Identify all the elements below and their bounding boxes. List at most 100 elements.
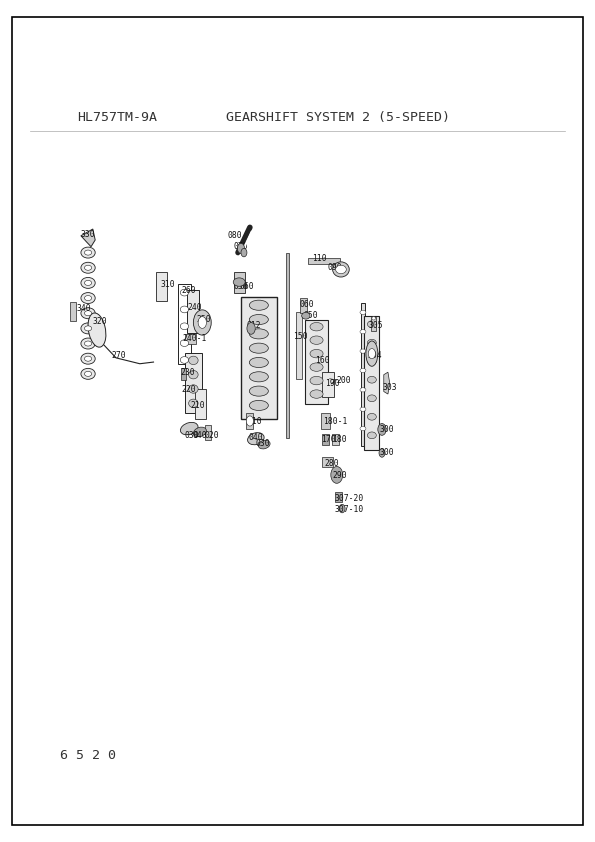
Bar	[361, 303, 365, 446]
Circle shape	[246, 416, 253, 426]
Ellipse shape	[310, 363, 323, 371]
Ellipse shape	[248, 433, 264, 445]
FancyBboxPatch shape	[335, 492, 342, 502]
Circle shape	[368, 349, 375, 359]
FancyBboxPatch shape	[321, 413, 330, 429]
Ellipse shape	[249, 344, 268, 354]
Text: 030: 030	[256, 440, 271, 448]
Circle shape	[331, 466, 343, 483]
Ellipse shape	[333, 262, 349, 277]
Ellipse shape	[310, 349, 323, 358]
Text: 080: 080	[227, 232, 242, 240]
Ellipse shape	[310, 322, 323, 331]
Circle shape	[247, 322, 255, 334]
Ellipse shape	[84, 250, 92, 255]
FancyBboxPatch shape	[156, 271, 167, 301]
Ellipse shape	[189, 356, 198, 365]
Text: 304: 304	[368, 351, 383, 360]
Ellipse shape	[84, 311, 92, 316]
Ellipse shape	[189, 370, 198, 379]
Text: 150: 150	[293, 333, 308, 341]
Text: 190: 190	[325, 379, 340, 387]
Circle shape	[378, 424, 386, 435]
Text: 230: 230	[180, 368, 195, 376]
Ellipse shape	[366, 341, 378, 366]
Ellipse shape	[249, 358, 268, 368]
Ellipse shape	[193, 427, 206, 437]
Ellipse shape	[84, 265, 92, 270]
Ellipse shape	[88, 313, 106, 347]
FancyBboxPatch shape	[322, 372, 334, 397]
Text: 280: 280	[324, 459, 339, 467]
FancyBboxPatch shape	[234, 271, 245, 293]
Ellipse shape	[180, 423, 198, 434]
FancyBboxPatch shape	[70, 302, 76, 321]
Ellipse shape	[81, 338, 95, 349]
Text: 050: 050	[303, 312, 318, 320]
Ellipse shape	[180, 290, 189, 296]
FancyBboxPatch shape	[246, 413, 253, 429]
Ellipse shape	[81, 248, 95, 258]
Ellipse shape	[84, 341, 92, 346]
Ellipse shape	[372, 317, 375, 320]
Ellipse shape	[302, 312, 310, 319]
Bar	[286, 253, 289, 438]
Ellipse shape	[189, 385, 198, 393]
FancyBboxPatch shape	[187, 290, 199, 333]
Ellipse shape	[360, 426, 366, 431]
FancyBboxPatch shape	[241, 297, 277, 419]
FancyBboxPatch shape	[296, 312, 302, 379]
FancyBboxPatch shape	[300, 298, 307, 313]
Circle shape	[193, 310, 211, 335]
Text: 060: 060	[240, 282, 255, 290]
Ellipse shape	[360, 349, 366, 354]
Ellipse shape	[360, 311, 366, 315]
Circle shape	[241, 248, 247, 257]
Text: 210: 210	[190, 402, 205, 410]
Text: 305: 305	[369, 321, 384, 329]
FancyBboxPatch shape	[185, 334, 196, 344]
Text: 307-20: 307-20	[335, 494, 364, 503]
Ellipse shape	[84, 296, 92, 301]
Circle shape	[339, 504, 345, 513]
Ellipse shape	[84, 356, 92, 361]
Ellipse shape	[310, 390, 323, 398]
Ellipse shape	[249, 386, 268, 397]
Ellipse shape	[336, 265, 346, 274]
Ellipse shape	[180, 306, 189, 313]
FancyBboxPatch shape	[305, 320, 328, 404]
Text: 012: 012	[247, 322, 262, 330]
Ellipse shape	[368, 321, 376, 328]
Ellipse shape	[84, 371, 92, 376]
Text: 040: 040	[192, 431, 207, 440]
Ellipse shape	[360, 329, 366, 334]
FancyBboxPatch shape	[332, 434, 339, 445]
Ellipse shape	[360, 369, 366, 372]
Text: 303: 303	[383, 383, 397, 392]
Text: 250: 250	[196, 316, 211, 324]
Text: 110: 110	[312, 254, 327, 263]
Ellipse shape	[81, 293, 95, 304]
Ellipse shape	[310, 336, 323, 344]
Text: 240: 240	[187, 303, 202, 312]
FancyBboxPatch shape	[195, 389, 206, 418]
Ellipse shape	[368, 395, 376, 402]
Ellipse shape	[310, 376, 323, 385]
Bar	[308, 258, 340, 264]
Ellipse shape	[249, 401, 268, 411]
Ellipse shape	[81, 323, 95, 334]
Text: 200: 200	[337, 376, 352, 385]
FancyBboxPatch shape	[322, 434, 329, 445]
Ellipse shape	[368, 376, 376, 383]
Ellipse shape	[84, 326, 92, 331]
Ellipse shape	[249, 329, 268, 339]
Ellipse shape	[368, 358, 376, 365]
Ellipse shape	[368, 432, 376, 439]
Ellipse shape	[81, 354, 95, 365]
Text: HL757TM-9A: HL757TM-9A	[77, 111, 157, 124]
Text: 180: 180	[332, 435, 347, 444]
Text: 160: 160	[315, 356, 330, 365]
Ellipse shape	[81, 369, 95, 380]
Circle shape	[198, 317, 206, 328]
Text: 6 5 2 0: 6 5 2 0	[60, 749, 115, 762]
